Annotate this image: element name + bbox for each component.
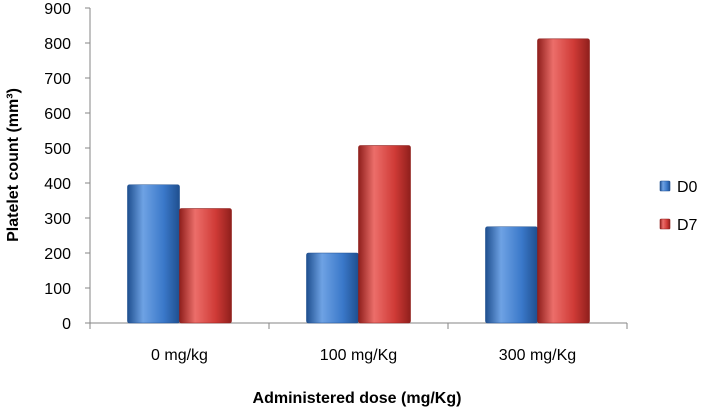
y-axis-title: Platelet count (mm³) <box>5 88 22 242</box>
y-tick-label: 400 <box>44 176 71 193</box>
y-tick-label: 800 <box>44 36 71 53</box>
y-tick-label: 300 <box>44 211 71 228</box>
x-axis: 0 mg/kg 100 mg/Kg 300 mg/Kg <box>89 322 628 364</box>
y-tick-label: 500 <box>44 141 71 158</box>
legend-label-d0: D0 <box>677 179 698 196</box>
y-axis: 0 100 200 300 400 500 600 700 800 900 <box>44 1 91 333</box>
legend-swatch-d7 <box>659 218 671 230</box>
x-tick-label: 100 mg/Kg <box>320 347 397 364</box>
legend-swatch-d0 <box>659 180 671 192</box>
y-tick-label: 100 <box>44 281 71 298</box>
bars <box>127 38 590 324</box>
legend-label-d7: D7 <box>677 217 698 234</box>
legend: D0 D7 <box>659 179 698 234</box>
x-axis-title: Administered dose (mg/Kg) <box>253 390 462 407</box>
bar-d7-0 <box>179 208 232 324</box>
bar-d0-2 <box>485 226 538 324</box>
x-tick-label: 0 mg/kg <box>151 347 208 364</box>
y-tick-label: 900 <box>44 1 71 18</box>
y-tick-label: 0 <box>62 316 71 333</box>
y-tick-label: 200 <box>44 246 71 263</box>
x-tick-label: 300 mg/Kg <box>499 347 576 364</box>
y-tick-label: 600 <box>44 106 71 123</box>
bar-d0-1 <box>306 252 359 324</box>
bar-d0-0 <box>127 184 180 324</box>
bar-d7-1 <box>358 145 411 324</box>
bar-d7-2 <box>537 38 590 324</box>
y-tick-label: 700 <box>44 71 71 88</box>
